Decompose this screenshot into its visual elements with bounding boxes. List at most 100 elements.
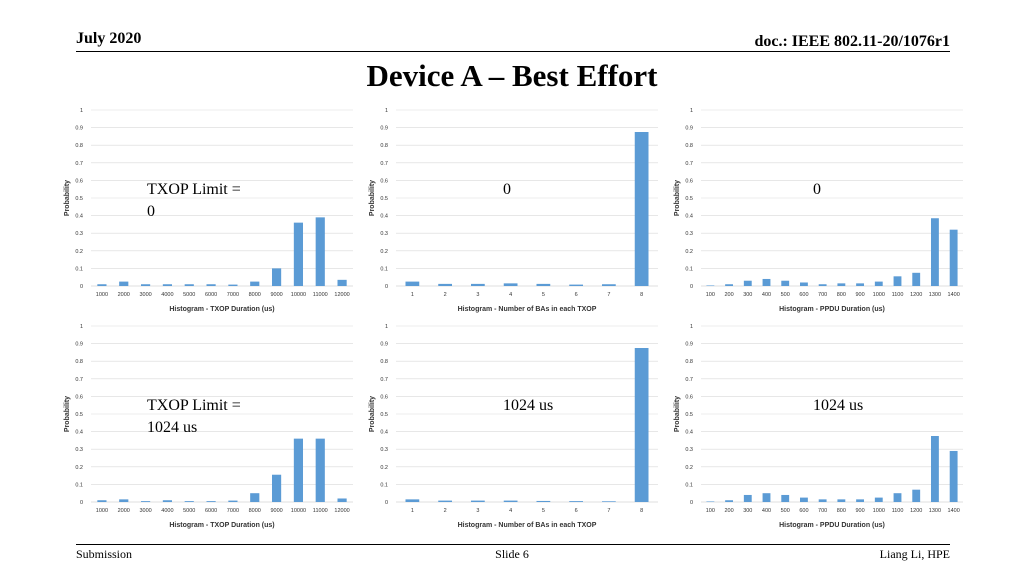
- bar: [228, 284, 238, 286]
- y-axis-label: Probability: [369, 396, 376, 432]
- bar: [293, 222, 304, 286]
- x-tick-label: 8000: [249, 292, 261, 298]
- y-tick-label: 0.9: [685, 126, 693, 132]
- y-tick-label: 0.1: [380, 482, 388, 488]
- x-axis-label: Histogram - TXOP Duration (us): [169, 306, 274, 313]
- y-tick-label: 0.5: [380, 196, 388, 202]
- y-tick-label: 0.4: [75, 430, 83, 436]
- bar: [337, 498, 347, 502]
- x-tick-label: 1300: [929, 508, 941, 514]
- x-tick-label: 1200: [910, 508, 922, 514]
- panel-label-line: 0: [147, 203, 155, 220]
- y-tick-label: 0.8: [75, 359, 83, 365]
- x-tick-label: 7: [607, 508, 610, 514]
- y-tick-label: 0: [690, 500, 693, 506]
- x-tick-label: 1400: [948, 508, 960, 514]
- x-axis-label: Histogram - TXOP Duration (us): [169, 522, 274, 529]
- y-tick-label: 0.4: [685, 214, 693, 220]
- x-tick-label: 9000: [270, 508, 282, 514]
- panel-label-line: TXOP Limit =: [147, 181, 241, 198]
- bar: [743, 494, 752, 502]
- y-tick-label: 0.4: [75, 214, 83, 220]
- y-tick-label: 0.2: [685, 249, 693, 255]
- footer-submission: Submission: [76, 547, 133, 561]
- y-tick-label: 0.1: [685, 482, 693, 488]
- y-axis-label: Probability: [674, 180, 681, 216]
- x-tick-label: 600: [799, 508, 808, 514]
- bar: [893, 493, 902, 502]
- x-axis-label: Histogram - Number of BAs in each TXOP: [458, 522, 597, 529]
- x-tick-label: 8000: [249, 508, 261, 514]
- y-tick-label: 0.5: [685, 196, 693, 202]
- y-axis-label: Probability: [674, 396, 681, 432]
- x-tick-label: 600: [799, 292, 808, 298]
- y-tick-label: 1: [690, 108, 693, 114]
- y-tick-label: 0.6: [380, 178, 388, 184]
- bar: [162, 284, 173, 286]
- bar: [837, 283, 846, 286]
- y-tick-label: 0.4: [685, 430, 693, 436]
- x-tick-label: 5000: [183, 292, 195, 298]
- x-tick-label: 2000: [118, 508, 130, 514]
- panel-label: 0: [813, 179, 821, 201]
- y-tick-label: 1: [385, 324, 388, 330]
- y-tick-label: 0.1: [75, 482, 83, 488]
- bar: [536, 283, 551, 286]
- x-tick-label: 3: [476, 292, 479, 298]
- x-tick-label: 5000: [183, 508, 195, 514]
- bar: [184, 501, 194, 502]
- y-tick-label: 0.2: [75, 465, 83, 471]
- footer-author: Liang Li, HPE: [879, 547, 950, 561]
- y-tick-label: 0: [385, 500, 388, 506]
- panel-label: 0: [503, 179, 511, 201]
- bar: [569, 284, 584, 286]
- y-tick-label: 0: [80, 284, 83, 290]
- x-tick-label: 100: [706, 292, 715, 298]
- bar: [206, 501, 216, 502]
- y-tick-label: 1: [80, 108, 83, 114]
- x-tick-label: 1000: [96, 292, 108, 298]
- y-axis-label: Probability: [369, 180, 376, 216]
- y-tick-label: 0.1: [685, 266, 693, 272]
- x-tick-label: 4: [509, 508, 512, 514]
- y-tick-label: 0.9: [380, 342, 388, 348]
- bar: [250, 281, 260, 286]
- panel-label-line: 0: [813, 181, 821, 198]
- x-tick-label: 4000: [161, 508, 173, 514]
- x-tick-label: 6000: [205, 292, 217, 298]
- x-tick-label: 10000: [291, 292, 306, 298]
- bar: [601, 284, 616, 286]
- bar: [856, 283, 865, 286]
- chart-svg: 0 0.1 0.2 0.3 0.4 0.5 0.6 0.7 0.8 0.9 1 1 2 3 4 5 6 7 8 His…: [369, 324, 658, 529]
- x-tick-label: 3: [476, 508, 479, 514]
- bar: [337, 279, 347, 286]
- y-tick-label: 0.3: [380, 231, 388, 237]
- y-tick-label: 0.1: [75, 266, 83, 272]
- x-tick-label: 12000: [334, 508, 349, 514]
- x-tick-label: 1100: [892, 292, 904, 298]
- chart-panel-ppdu-duration-1024: 0 0.1 0.2 0.3 0.4 0.5 0.6 0.7 0.8 0.9 1 100 200 300 40…: [665, 318, 970, 532]
- x-tick-label: 100: [706, 508, 715, 514]
- y-tick-label: 1: [385, 108, 388, 114]
- bar: [250, 493, 260, 502]
- bar: [912, 272, 921, 286]
- bar: [503, 283, 518, 286]
- y-tick-label: 0.9: [75, 342, 83, 348]
- bar: [893, 276, 902, 286]
- x-tick-label: 6: [575, 508, 578, 514]
- bar: [912, 489, 921, 502]
- x-tick-label: 300: [743, 508, 752, 514]
- bar: [228, 500, 238, 502]
- x-tick-label: 8: [640, 292, 643, 298]
- header-date: July 2020: [76, 30, 142, 47]
- chart-panel-ppdu-duration-0: 0 0.1 0.2 0.3 0.4 0.5 0.6 0.7 0.8 0.9 1 100 200 300 40…: [665, 102, 970, 316]
- x-tick-label: 10000: [291, 508, 306, 514]
- x-tick-label: 800: [837, 508, 846, 514]
- footer-rule: [76, 544, 950, 545]
- chart-panel-ba-count-0: 0 0.1 0.2 0.3 0.4 0.5 0.6 0.7 0.8 0.9 1 1 2 3 4 5 6 7 8 His…: [360, 102, 665, 316]
- y-tick-label: 0.3: [380, 447, 388, 453]
- y-axis-label: Probability: [64, 396, 71, 432]
